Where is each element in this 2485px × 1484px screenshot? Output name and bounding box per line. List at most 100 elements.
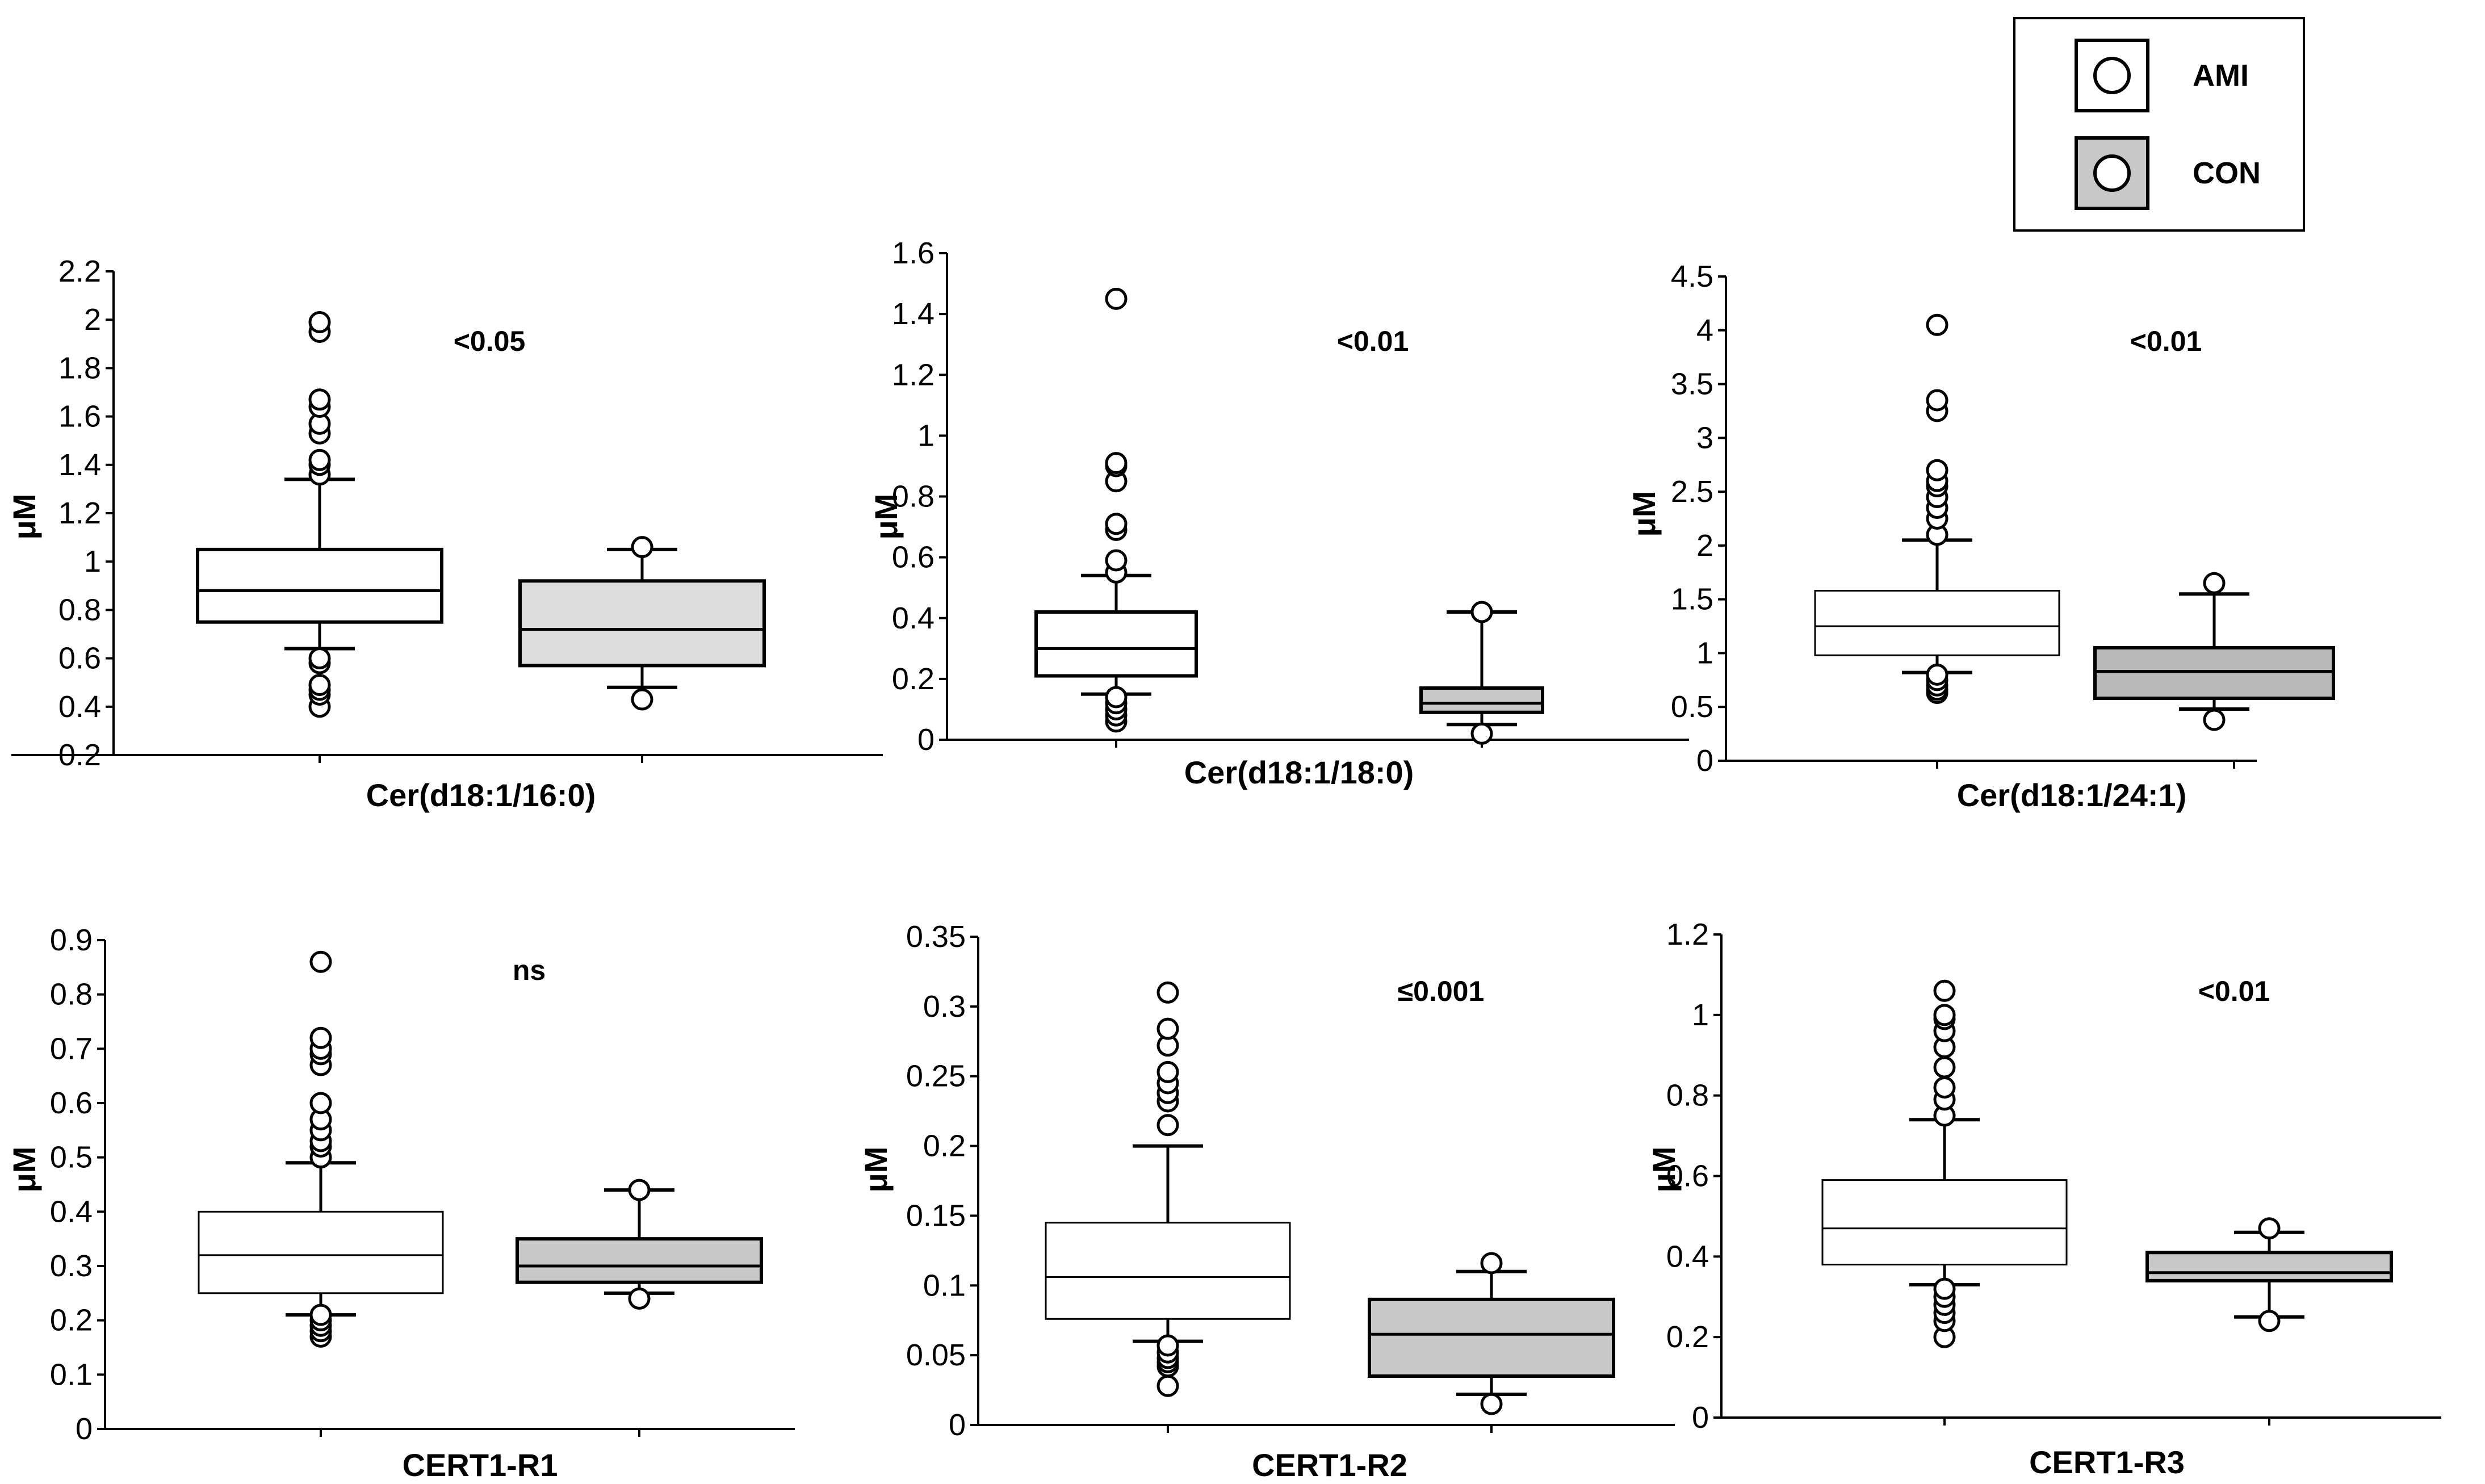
y-tick-label: 4.5 [1671,259,1713,294]
y-tick-label: 0.9 [50,923,93,957]
outlier-point [631,688,653,711]
y-tick-label: 1 [1692,998,1709,1032]
box-iqr [1368,1297,1615,1378]
p-value-label: ns [513,954,546,986]
chart-panel-6: 0 0.2 0.4 0.6 0.8 1 1.2 <0.01 CERT1-R3 μM [1646,917,2441,1480]
y-tick-label: 1.4 [892,297,935,331]
y-tick-label: 0.6 [1666,1159,1709,1193]
outlier-point [1926,459,1948,481]
legend: AMI CON [2013,17,2305,232]
y-tick-label: 0.25 [906,1059,966,1093]
box-con [2145,1217,2393,1332]
outlier-point [308,448,331,471]
p-value-label: <0.01 [2198,975,2270,1007]
y-tick-label: 2 [1696,529,1713,563]
legend-item-ami: AMI [2075,39,2249,112]
box-iqr [1419,686,1544,714]
x-axis-title: Cer(d18:1/16:0) [366,777,596,813]
p-value-label: <0.05 [454,325,526,357]
chart-panels: 0.2 0.4 0.6 0.8 1 1.2 1.4 1.6 1.8 2 2.2 <0.05 Cer(d1… [6,236,2441,1483]
y-tick-label: 2.5 [1671,475,1713,509]
y-tick-label: 0.4 [50,1194,93,1229]
outlier-point [1933,1056,1956,1079]
y-axis-title: μM [6,494,42,540]
outlier-point [1933,1076,1956,1099]
x-axis-title: Cer(d18:1/18:0) [1184,754,1414,790]
legend-label: CON [2193,156,2261,190]
y-tick-label: 0.2 [892,662,935,696]
legend-swatch [2075,39,2149,112]
y-tick-label: 0 [1692,1401,1709,1435]
legend-marker [2093,57,2131,94]
y-tick-label: 1.2 [58,496,101,530]
outlier-point [309,1303,332,1326]
box-con [516,1179,763,1310]
box-iqr [198,1210,444,1294]
y-tick-label: 0.8 [58,593,101,627]
outlier-point [1933,979,1956,1002]
outlier-point [1156,981,1179,1004]
box-ami [1034,287,1198,733]
outlier-point [1105,549,1128,572]
chart-panel-1: 0.2 0.4 0.6 0.8 1 1.2 1.4 1.6 1.8 2 2.2 <0.05 Cer(d1… [6,254,883,813]
y-tick-label: 1.8 [58,351,101,385]
y-axis-title: μM [6,1147,42,1193]
y-tick-label: 3 [1696,421,1713,455]
outlier-point [1105,513,1128,535]
y-tick-label: 4 [1696,313,1713,347]
outlier-point [1470,722,1493,745]
y-tick-label: 0.4 [892,601,935,635]
y-tick-label: 0 [949,1408,966,1442]
y-axis-title: μM [858,1147,894,1193]
y-tick-label: 0.6 [50,1086,93,1120]
outlier-point [308,647,331,670]
outlier-point [1933,1277,1956,1300]
x-axis-title: CERT1-R1 [403,1447,558,1483]
y-tick-label: 1 [84,544,101,578]
y-tick-label: 2.2 [58,254,101,288]
y-tick-label: 0.8 [50,978,93,1012]
outlier-point [2258,1310,2281,1332]
outlier-point [309,1026,332,1049]
y-tick-label: 0.4 [58,690,101,724]
box-ami [1814,313,2060,705]
x-axis-title: Cer(d18:1/24:1) [1957,777,2187,813]
box-iqr [1034,610,1198,678]
chart-panel-5: 0 0.05 0.1 0.15 0.2 0.25 0.3 0.35 ≤0.001 CERT1-R2… [858,920,1675,1483]
y-tick-label: 0.5 [1671,690,1713,724]
y-tick-label: 1.4 [58,448,101,482]
y-tick-label: 0.4 [1666,1239,1709,1273]
outlier-point [1156,1060,1179,1083]
outlier-point [1105,452,1128,475]
p-value-label: <0.01 [2130,325,2202,357]
outlier-point [308,388,331,411]
outlier-point [308,311,331,333]
y-tick-label: 1.6 [58,400,101,434]
y-tick-label: 1.5 [1671,582,1713,617]
outlier-point [308,673,331,696]
outlier-point [309,950,332,973]
y-tick-label: 0.2 [923,1129,966,1163]
box-ami [196,311,443,718]
y-tick-label: 0.8 [1666,1079,1709,1113]
box-iqr [1814,590,2060,656]
box-iqr [516,1237,763,1284]
outlier-point [1470,601,1493,623]
outlier-point [2258,1217,2281,1240]
outlier-point [631,536,653,559]
legend-item-con: CON [2075,136,2261,210]
y-tick-label: 0.8 [892,480,935,514]
box-ami [198,950,444,1348]
box-con [518,536,766,711]
outlier-point [2203,709,2226,731]
chart-panel-2: 0 0.2 0.4 0.6 0.8 1 1.2 1.4 1.6 <0.01 Cer(d18:1/18… [868,236,1689,790]
p-value-label: <0.01 [1337,325,1409,357]
y-tick-label: 2 [84,303,101,337]
outlier-point [1480,1252,1503,1275]
legend-label: AMI [2193,58,2249,93]
y-tick-label: 0.6 [892,540,935,575]
box-iqr [518,579,766,668]
box-iqr [2093,645,2335,701]
y-tick-label: 0.5 [50,1141,93,1175]
box-iqr [1045,1222,1291,1320]
